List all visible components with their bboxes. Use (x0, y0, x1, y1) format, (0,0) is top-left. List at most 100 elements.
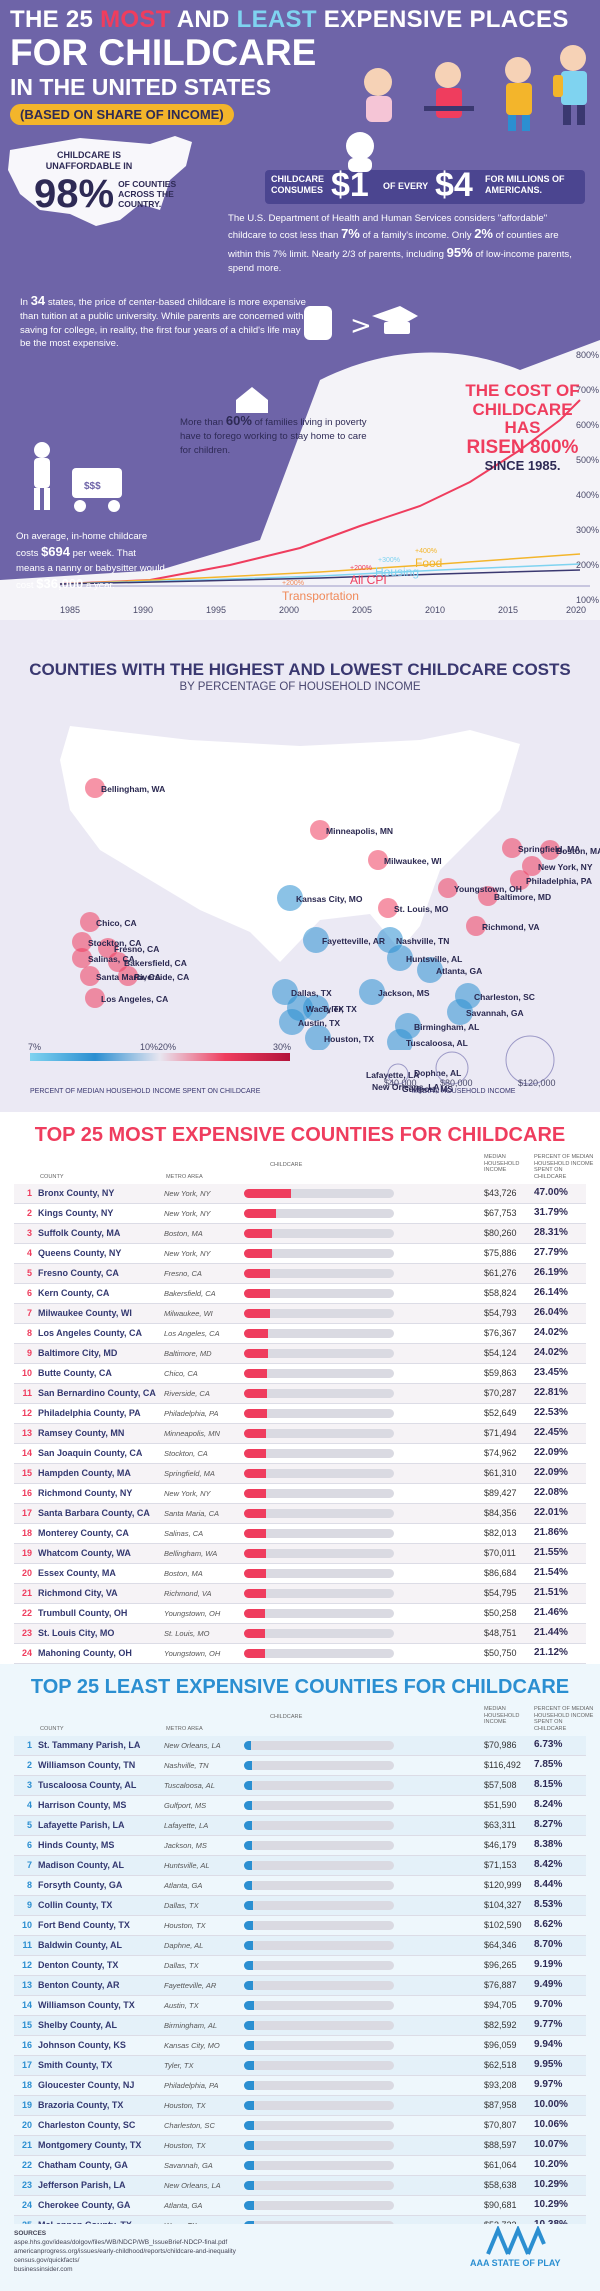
map-city-label: Gulfport, MS (402, 1084, 453, 1094)
rank: 19 (21, 1548, 32, 1558)
table-row: 4 Queens County, NY New York, NY $75,886 27.… (14, 1244, 586, 1264)
color-scale-bar (30, 1053, 290, 1061)
source-link[interactable]: aspe.hhs.gov/ideas/dolgov/files/WB/NDCP/… (14, 2239, 228, 2246)
map-city-label: Atlanta, GA (436, 966, 483, 976)
table-row: 1 St. Tammany Parish, LA New Orleans, LA $7… (14, 1736, 586, 1756)
median-income: $50,258 (484, 1608, 517, 1618)
map-city-label: Charleston, SC (474, 992, 535, 1002)
median-income: $74,962 (484, 1448, 517, 1458)
metro-area: Dallas, TX (164, 1961, 199, 1970)
median-income: $90,681 (484, 2200, 517, 2210)
table-row: 21 Richmond City, VA Richmond, VA $54,795 21… (14, 1584, 586, 1604)
header-section: THE 25 MOST AND LEAST EXPENSIVE PLACES F… (0, 0, 600, 620)
rank: 4 (26, 1800, 32, 1810)
map-bubble (447, 999, 473, 1025)
bar-track (244, 1741, 394, 1750)
metro-area: Charleston, SC (164, 2121, 215, 2130)
county-name: Whatcom County, WA (38, 1548, 131, 1558)
metro-area: New York, NY (164, 1489, 211, 1498)
percent-income: 22.45% (534, 1427, 568, 1438)
percent-income: 9.97% (534, 2079, 563, 2090)
rank: 16 (21, 2040, 32, 2050)
source-link[interactable]: businessinsider.com (14, 2266, 73, 2273)
col-childcare: CHILDCARE (270, 1162, 303, 1168)
county-name: Jefferson Parish, LA (38, 2180, 126, 2190)
metro-area: Bellingham, WA (164, 1549, 218, 1558)
map-city-label: Fayetteville, AR (322, 936, 385, 946)
col-income: MEDIAN HOUSEHOLD INCOME (484, 1154, 520, 1174)
county-name: Harrison County, MS (38, 1800, 127, 1810)
bar-track (244, 2181, 394, 2190)
county-name: Williamson County, TX (38, 2000, 135, 2010)
rank: 23 (21, 2180, 32, 2190)
percent-income: 47.00% (534, 1187, 568, 1198)
source-link[interactable]: census.gov/quickfacts/ (14, 2257, 80, 2264)
percent-income: 10.29% (534, 2199, 568, 2210)
table-row: 2 Kings County, NY New York, NY $67,753 31.7… (14, 1204, 586, 1224)
percent-income: 26.04% (534, 1307, 568, 1318)
bar-track (244, 1649, 394, 1658)
map-bubble (510, 870, 530, 890)
childcare-bar (244, 2161, 255, 2170)
table-row: 7 Madison County, AL Huntsville, AL $71,153… (14, 1856, 586, 1876)
metro-area: Richmond, VA (164, 1589, 212, 1598)
children-illustration (364, 45, 587, 131)
median-income: $71,153 (484, 1860, 517, 1870)
table-row: 15 Shelby County, AL Birmingham, AL $82,592… (14, 2016, 586, 2036)
bar-track (244, 1941, 394, 1950)
rank: 21 (21, 2140, 32, 2150)
percent-income: 10.29% (534, 2179, 568, 2190)
county-name: Trumbull County, OH (38, 1608, 128, 1618)
annot-cpi-pct: +200% (350, 565, 372, 572)
scale-tick: 20% (158, 1042, 177, 1052)
metro-area: Savannah, GA (164, 2161, 213, 2170)
percent-income: 22.09% (534, 1447, 568, 1458)
chart-x-axis: 1985 1990 1995 2000 2005 2010 2015 2020 (60, 605, 587, 615)
baby-vs-graduation-icon: > (304, 306, 418, 341)
childcare-bar (244, 1609, 266, 1618)
map-bubble (85, 778, 105, 798)
metro-area: New Orleans, LA (164, 1741, 221, 1750)
median-income: $87,958 (484, 2100, 517, 2110)
annot-cpi-label: All CPI (350, 573, 387, 587)
map-city-label: Los Angeles, CA (101, 994, 169, 1004)
percent-income: 8.70% (534, 1939, 563, 1950)
map-bubble (108, 952, 128, 972)
percent-income: 21.55% (534, 1547, 568, 1558)
bar-track (244, 1289, 394, 1298)
map-bubble (438, 878, 458, 898)
rank: 21 (21, 1588, 32, 1598)
col-metro: METRO AREA (166, 1726, 203, 1732)
map-bubble (72, 932, 92, 952)
table-row: 6 Hinds County, MS Jackson, MS $46,179 8.38% (14, 1836, 586, 1856)
median-income: $54,124 (484, 1348, 517, 1358)
percent-income: 21.44% (534, 1627, 568, 1638)
county-name: Chatham County, GA (38, 2160, 128, 2170)
bar-track (244, 1369, 394, 1378)
county-name: Charleston County, SC (38, 2120, 136, 2130)
county-name: Benton County, AR (38, 1980, 120, 1990)
table-row: 10 Butte County, CA Chico, CA $59,863 23.45% (14, 1364, 586, 1384)
childcare-bar (244, 1921, 253, 1930)
county-name: Fort Bend County, TX (38, 1920, 130, 1930)
source-link[interactable]: americanprogress.org/issues/early-childh… (14, 2248, 236, 2255)
median-income: $120,999 (484, 1880, 522, 1890)
percent-income: 26.19% (534, 1267, 568, 1278)
rank: 12 (21, 1960, 32, 1970)
map-city-label: Santa Maria, CA (96, 972, 161, 982)
rank: 17 (21, 2060, 32, 2070)
map-city-label: New Orleans, LA (372, 1082, 440, 1092)
bar-track (244, 2201, 394, 2210)
bar-track (244, 2141, 394, 2150)
metro-area: Salinas, CA (164, 1529, 204, 1538)
map-city-label: Salinas, CA (88, 954, 135, 964)
map-city-label: Philadelphia, PA (526, 876, 592, 886)
map-bubble (522, 856, 542, 876)
rank: 11 (22, 1940, 32, 1950)
rank: 1 (26, 1188, 32, 1198)
metro-area: Los Angeles, CA (164, 1329, 220, 1338)
rank: 16 (21, 1488, 32, 1498)
childcare-bar (244, 1229, 273, 1238)
rank: 14 (21, 1448, 32, 1458)
map-city-label: Chico, CA (96, 918, 137, 928)
